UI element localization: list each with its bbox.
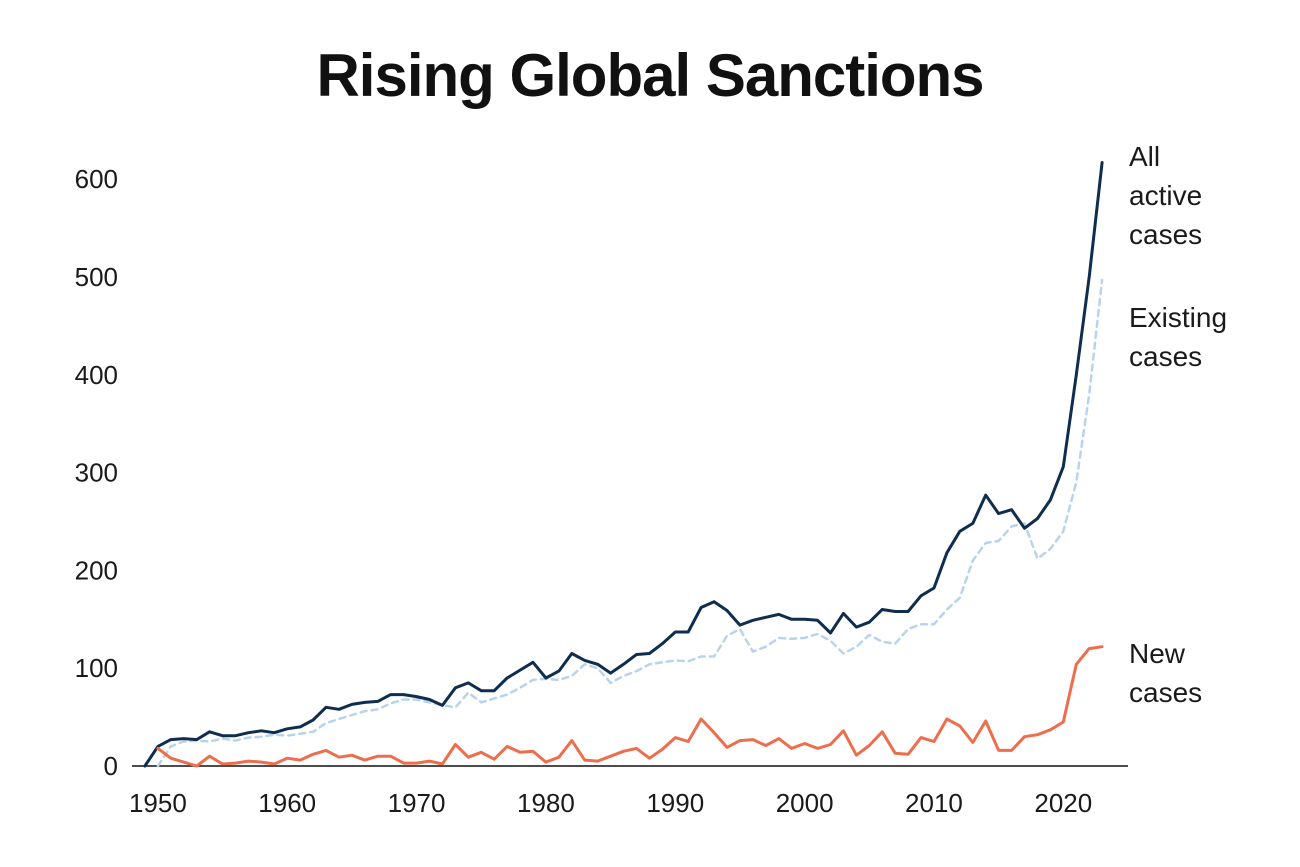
y-tick-label: 100	[75, 653, 118, 683]
series-label-line: New	[1129, 638, 1186, 669]
series-label-all-active-cases: All active cases	[1129, 141, 1202, 250]
series-line-existing-cases	[156, 278, 1104, 768]
x-tick-label: 1960	[258, 788, 316, 818]
series-label-new-cases: New cases	[1129, 638, 1202, 708]
y-axis: 0 100 200 300 400 500 600	[75, 164, 118, 781]
x-tick-label: 1970	[388, 788, 446, 818]
series-label-existing-cases: Existing cases	[1129, 302, 1227, 372]
y-tick-label: 300	[75, 458, 118, 488]
series-label-line: All	[1129, 141, 1160, 172]
x-tick-label: 1950	[129, 788, 187, 818]
series-lines	[143, 161, 1104, 768]
series-label-line: active	[1129, 180, 1202, 211]
series-line-all-active-cases	[143, 161, 1104, 768]
x-axis: 1950 1960 1970 1980 1990 2000 2010 2020	[129, 765, 1128, 818]
y-tick-label: 600	[75, 164, 118, 194]
series-label-line: cases	[1129, 341, 1202, 372]
series-line-new-cases	[156, 645, 1104, 768]
series-label-line: cases	[1129, 677, 1202, 708]
y-tick-label: 500	[75, 262, 118, 292]
chart-title: Rising Global Sanctions	[316, 42, 984, 109]
x-tick-label: 2020	[1034, 788, 1092, 818]
x-tick-label: 2010	[905, 788, 963, 818]
y-tick-label: 200	[75, 555, 118, 585]
y-tick-label: 0	[104, 751, 118, 781]
series-label-line: cases	[1129, 219, 1202, 250]
x-tick-label: 1980	[517, 788, 575, 818]
x-tick-label: 2000	[776, 788, 834, 818]
series-label-line: Existing	[1129, 302, 1227, 333]
x-tick-label: 1990	[646, 788, 704, 818]
y-tick-label: 400	[75, 360, 118, 390]
series-labels: All active cases Existing cases New cases	[1129, 141, 1227, 708]
